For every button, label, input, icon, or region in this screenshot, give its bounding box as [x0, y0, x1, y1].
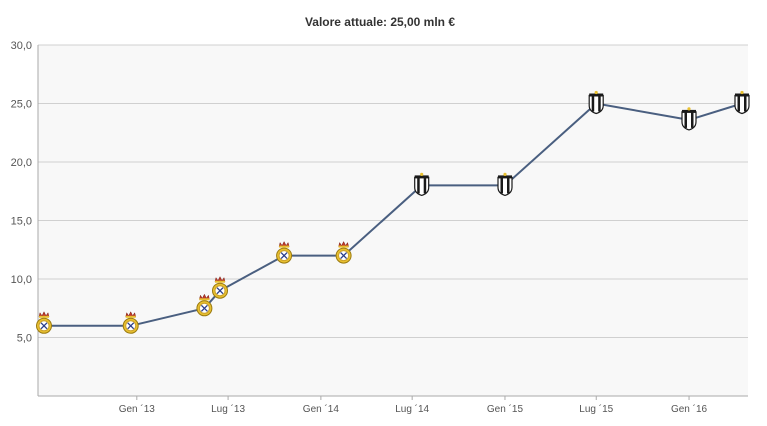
real-madrid-crest-icon[interactable] — [122, 311, 139, 334]
y-tick-label: 30,0 — [11, 40, 32, 52]
real-madrid-crest-icon[interactable] — [36, 311, 52, 334]
juventus-crest-icon[interactable] — [681, 107, 697, 131]
data-markers — [36, 90, 750, 334]
y-tick-label: 25,0 — [11, 99, 32, 111]
x-tick-label: Gen ´15 — [487, 403, 524, 415]
juventus-crest-icon[interactable] — [734, 90, 750, 115]
y-tick-label: 20,0 — [11, 157, 32, 169]
x-axis: Gen ´13 Lug ´13 Gen ´14 Lug ´14 Gen ´15 Lug ´… — [38, 395, 748, 415]
chart-title: Valore attuale: 25,00 mln € — [305, 15, 455, 29]
x-tick-label: Lug ´13 — [211, 403, 245, 415]
y-tick-label: 10,0 — [11, 274, 32, 286]
real-madrid-crest-icon[interactable] — [335, 241, 352, 264]
real-madrid-crest-icon[interactable] — [276, 241, 293, 264]
juventus-crest-icon[interactable] — [414, 172, 430, 197]
y-tick-label: 5,0 — [17, 333, 32, 345]
gridlines — [38, 44, 748, 338]
x-tick-label: Lug ´15 — [579, 403, 613, 415]
x-tick-label: Gen ´14 — [303, 403, 340, 415]
y-axis: 5,0 10,0 15,0 20,0 25,0 30,0 — [11, 40, 39, 396]
real-madrid-crest-icon[interactable] — [196, 293, 213, 317]
y-tick-label: 15,0 — [11, 216, 32, 228]
juventus-crest-icon[interactable] — [588, 90, 604, 115]
real-madrid-crest-icon[interactable] — [212, 276, 228, 299]
x-tick-label: Gen ´13 — [119, 403, 156, 415]
x-tick-label: Gen ´16 — [671, 403, 708, 415]
x-tick-label: Lug ´14 — [395, 403, 429, 415]
juventus-crest-icon[interactable] — [497, 172, 513, 197]
